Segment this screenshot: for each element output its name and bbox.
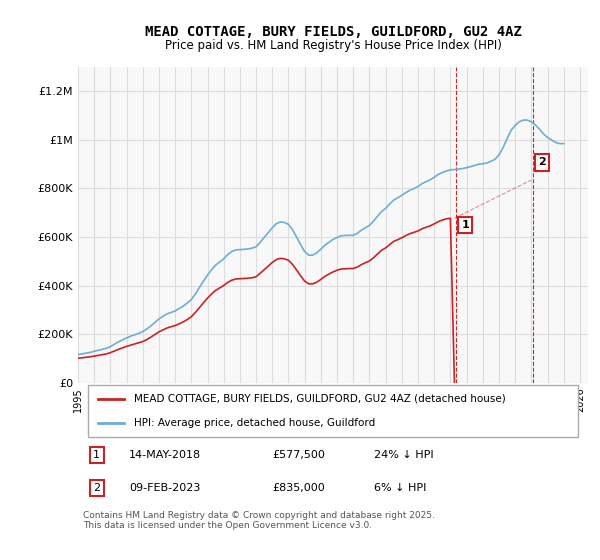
Text: £835,000: £835,000 [272, 483, 325, 493]
Text: Contains HM Land Registry data © Crown copyright and database right 2025.
This d: Contains HM Land Registry data © Crown c… [83, 511, 435, 530]
Text: 2: 2 [538, 157, 546, 167]
Text: 6% ↓ HPI: 6% ↓ HPI [374, 483, 426, 493]
Text: 2: 2 [94, 483, 100, 493]
Text: 24% ↓ HPI: 24% ↓ HPI [374, 450, 433, 460]
Text: 1: 1 [461, 220, 469, 230]
FancyBboxPatch shape [88, 385, 578, 437]
Text: MEAD COTTAGE, BURY FIELDS, GUILDFORD, GU2 4AZ: MEAD COTTAGE, BURY FIELDS, GUILDFORD, GU… [145, 25, 521, 39]
Text: Price paid vs. HM Land Registry's House Price Index (HPI): Price paid vs. HM Land Registry's House … [164, 39, 502, 52]
Text: 1: 1 [94, 450, 100, 460]
Text: 09-FEB-2023: 09-FEB-2023 [129, 483, 200, 493]
Text: £577,500: £577,500 [272, 450, 325, 460]
Text: HPI: Average price, detached house, Guildford: HPI: Average price, detached house, Guil… [134, 418, 376, 428]
Text: MEAD COTTAGE, BURY FIELDS, GUILDFORD, GU2 4AZ (detached house): MEAD COTTAGE, BURY FIELDS, GUILDFORD, GU… [134, 394, 506, 404]
Text: 14-MAY-2018: 14-MAY-2018 [129, 450, 201, 460]
